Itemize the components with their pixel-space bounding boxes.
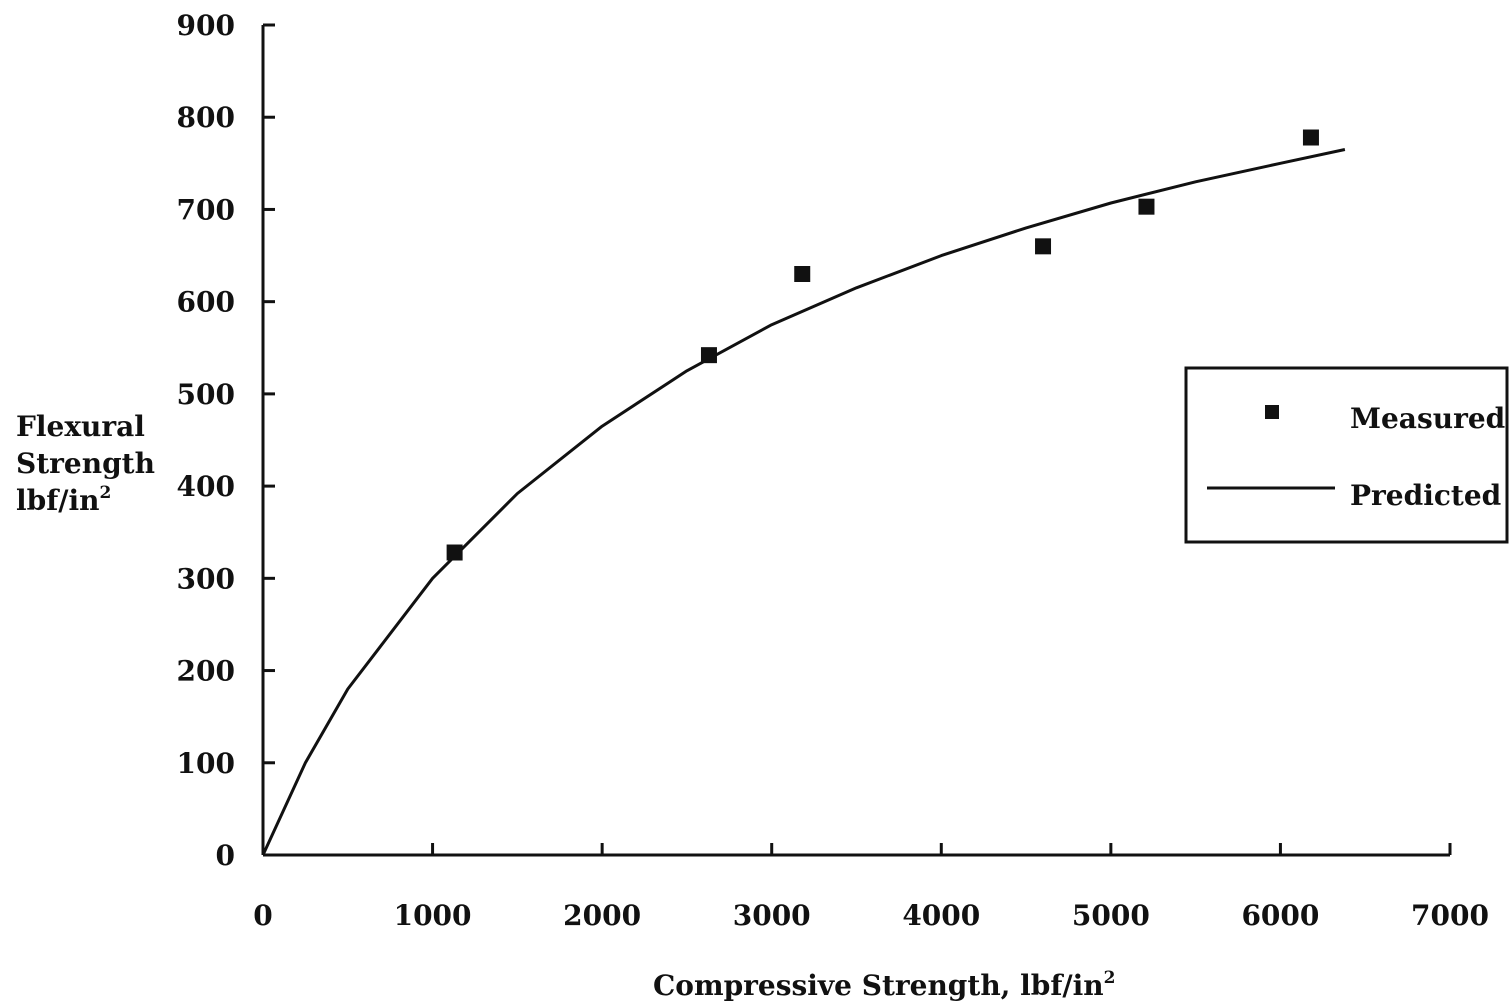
axes — [261, 25, 1450, 857]
legend: Measured Predicted — [1184, 366, 1509, 544]
y-tick-label: 200 — [177, 655, 235, 688]
y-axis-title: Flexural Strength lbf/in2 — [16, 410, 155, 517]
y-tick-label: 900 — [177, 9, 235, 42]
legend-measured-label: Measured — [1350, 402, 1505, 435]
y-tick-label: 800 — [177, 101, 235, 134]
measured-points-layer — [446, 129, 1319, 561]
x-tick-label: 1000 — [394, 899, 472, 932]
x-tick-label: 7000 — [1411, 899, 1489, 932]
y-axis-title-line-2: Strength — [16, 447, 155, 480]
y-tick-label: 700 — [177, 193, 235, 226]
y-tick-label: 400 — [177, 470, 235, 503]
y-axis-title-sup: 2 — [99, 483, 111, 503]
y-tick-label: 100 — [177, 747, 235, 780]
y-tick-label: 300 — [177, 562, 235, 595]
x-ticks: 0 1000 2000 3000 4000 5000 6000 7000 — [253, 843, 1489, 932]
predicted-curve — [261, 148, 1346, 856]
predicted-curve-layer — [261, 148, 1346, 856]
measured-point — [1035, 238, 1052, 255]
y-tick-label: 600 — [177, 286, 235, 319]
measured-point — [1138, 198, 1155, 215]
x-tick-label: 4000 — [902, 899, 980, 932]
y-axis-title-line-1: Flexural — [16, 410, 145, 443]
y-axis-title-line-3-text: lbf/in — [16, 484, 99, 517]
x-axis-title-sup: 2 — [1104, 968, 1116, 988]
y-ticks: 0 100 200 300 400 500 600 700 800 900 — [177, 9, 275, 872]
y-tick-label: 0 — [216, 839, 235, 872]
y-axis-title-line-3: lbf/in2 — [16, 483, 111, 517]
x-tick-label: 5000 — [1072, 899, 1150, 932]
legend-box — [1184, 366, 1509, 544]
x-axis-title-text: Compressive Strength, lbf/in — [653, 969, 1104, 1002]
measured-point — [700, 347, 717, 364]
x-tick-label: 3000 — [733, 899, 811, 932]
legend-measured-marker — [1265, 405, 1279, 419]
x-axis-title: Compressive Strength, lbf/in2 — [653, 968, 1116, 1002]
y-tick-label: 500 — [177, 378, 235, 411]
legend-predicted-label: Predicted — [1350, 479, 1501, 512]
x-tick-label: 6000 — [1241, 899, 1319, 932]
measured-point — [446, 544, 463, 561]
measured-point — [794, 266, 811, 282]
x-tick-label: 0 — [253, 899, 272, 932]
measured-point — [1302, 129, 1319, 146]
x-tick-label: 2000 — [563, 899, 641, 932]
